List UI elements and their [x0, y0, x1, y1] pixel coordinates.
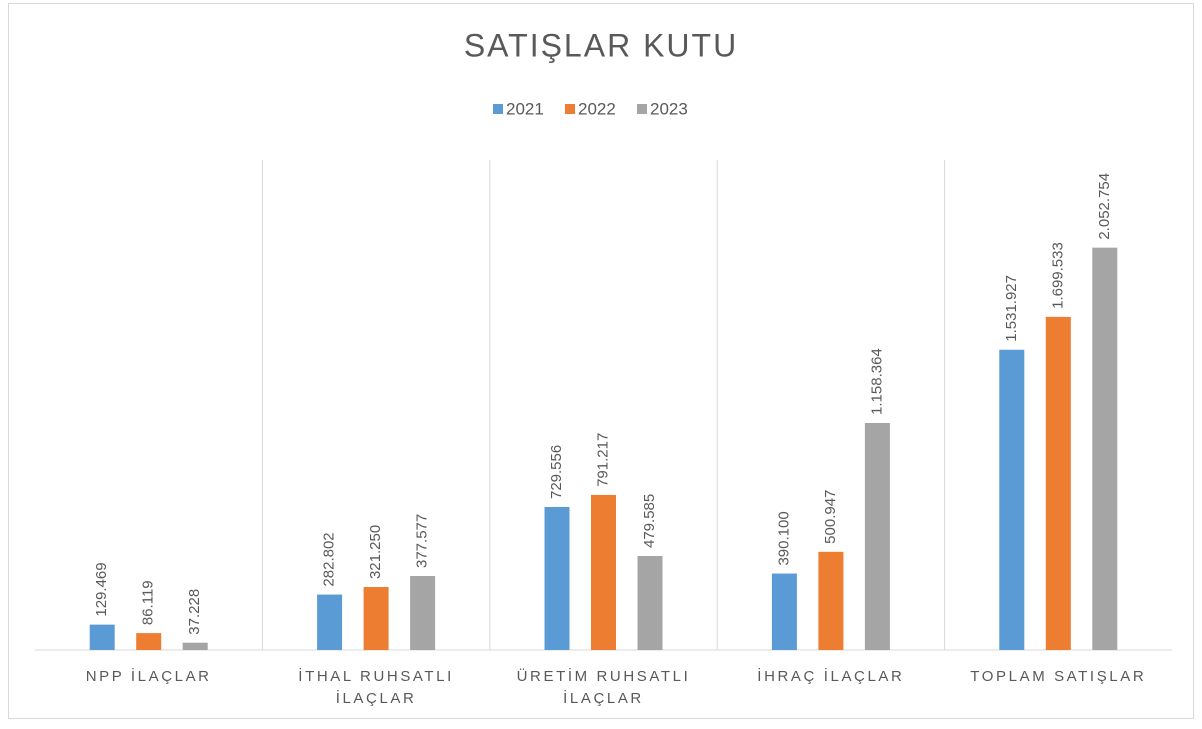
bar: [89, 624, 115, 650]
data-label: 282.802: [321, 532, 338, 586]
x-tick-label: NPP İLAÇLAR: [85, 668, 212, 685]
bar: [410, 575, 436, 650]
bar: [136, 633, 162, 650]
legend-swatch: [637, 104, 647, 114]
legend-swatch: [493, 104, 503, 114]
legend-label: 2022: [578, 99, 616, 118]
bar: [591, 494, 616, 650]
data-label: 2.052.754: [1096, 173, 1113, 240]
bar: [771, 573, 797, 650]
data-label: 321.250: [367, 525, 384, 579]
data-label: 479.585: [641, 494, 658, 548]
data-label: 37.228: [186, 589, 203, 635]
x-tick-label: TOPLAM SATIŞLAR: [970, 668, 1147, 685]
data-label: 86.119: [140, 580, 157, 625]
data-label: 791.217: [594, 433, 611, 487]
data-label: 729.556: [548, 445, 565, 499]
bar: [637, 556, 663, 650]
x-tick-label: İHRAÇ İLAÇLAR: [757, 668, 905, 685]
legend-label: 2023: [650, 99, 688, 118]
bar: [1045, 316, 1071, 650]
bar: [544, 507, 570, 650]
x-tick-label: İTHAL RUHSATLI İLAÇLAR: [298, 668, 454, 707]
chart-title: SATIŞLAR KUTU: [464, 27, 738, 63]
data-label: 1.158.364: [868, 348, 885, 415]
bar: [317, 594, 343, 650]
x-tick-label: ÜRETİM RUHSATLI İLAÇLAR: [516, 668, 691, 707]
data-label: 1.531.927: [1003, 275, 1020, 342]
data-label: 129.469: [93, 562, 110, 616]
data-label: 500.947: [822, 490, 839, 544]
bar: [1092, 247, 1118, 650]
bar: [182, 642, 208, 650]
legend-swatch: [565, 104, 575, 114]
bar: [999, 349, 1025, 650]
bar: [864, 422, 890, 650]
bar: [363, 587, 389, 650]
bar: [818, 551, 844, 650]
data-label: 1.699.533: [1049, 242, 1066, 309]
data-label: 377.577: [414, 514, 431, 568]
legend-label: 2021: [506, 99, 544, 118]
data-label: 390.100: [775, 511, 792, 565]
